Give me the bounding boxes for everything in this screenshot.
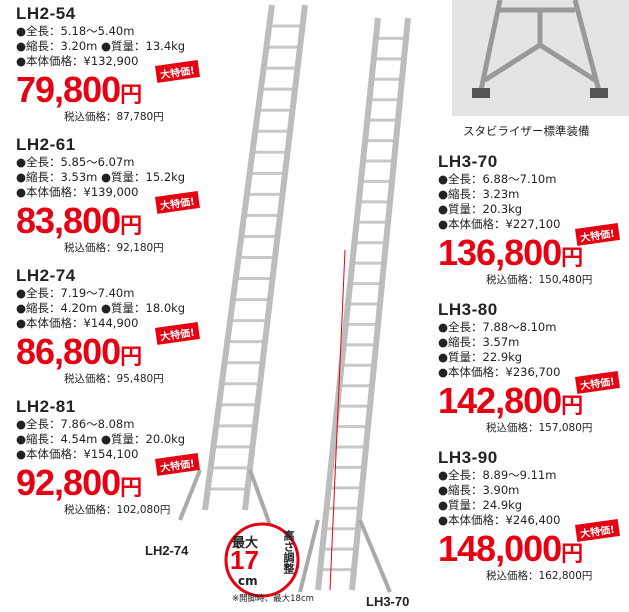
spec-line: ●本体価格：¥246,400 bbox=[438, 513, 592, 528]
model-name: LH2-81 bbox=[16, 397, 185, 417]
model-name: LH2-61 bbox=[16, 135, 185, 155]
ladder-part bbox=[250, 470, 270, 525]
tax-price: 税込価格：157,080円 bbox=[438, 420, 592, 435]
model-name: LH3-70 bbox=[438, 152, 592, 172]
product: LH3-90●全長：8.89～9.11m●縮長：3.90m●質量：24.9kg●… bbox=[438, 448, 592, 583]
spec-line: ●質量：20.3kg bbox=[438, 202, 592, 217]
currency: 円 bbox=[120, 214, 142, 239]
spec-line: ●縮長：3.23m bbox=[438, 187, 592, 202]
currency: 円 bbox=[561, 246, 583, 271]
price-row: 86,800円大特価! bbox=[16, 331, 185, 371]
sale-price: 86,800 bbox=[16, 331, 120, 372]
spec-line: ●縮長：4.20m ●質量：18.0kg bbox=[16, 301, 185, 316]
sale-price: 136,800 bbox=[438, 232, 561, 273]
tax-price: 税込価格：87,780円 bbox=[16, 109, 185, 124]
ladder-part bbox=[300, 520, 318, 592]
spec-line: ●全長：6.88～7.10m bbox=[438, 172, 592, 187]
currency: 円 bbox=[120, 83, 142, 108]
price-row: 83,800円大特価! bbox=[16, 200, 185, 240]
tax-price: 税込価格：102,080円 bbox=[16, 502, 185, 517]
price-row: 79,800円大特価! bbox=[16, 69, 185, 109]
model-name: LH3-90 bbox=[438, 448, 592, 468]
sale-price: 142,800 bbox=[438, 380, 561, 421]
spec-line: ●縮長：3.20m ●質量：13.4kg bbox=[16, 39, 185, 54]
spec-line: ●全長：7.86～8.08m bbox=[16, 417, 185, 432]
spec-line: ●縮長：3.53m ●質量：15.2kg bbox=[16, 170, 185, 185]
currency: 円 bbox=[120, 476, 142, 501]
product: LH2-74●全長：7.19～7.40m●縮長：4.20m ●質量：18.0kg… bbox=[16, 266, 185, 386]
tax-price: 税込価格：95,480円 bbox=[16, 371, 185, 386]
price-row: 92,800円大特価! bbox=[16, 462, 185, 502]
model-name: LH3-80 bbox=[438, 300, 592, 320]
ladder-label: LH3-70 bbox=[366, 594, 409, 609]
spec-line: ●全長：5.85～6.07m bbox=[16, 155, 185, 170]
photo-caption: スタビライザー標準装備 bbox=[463, 123, 590, 139]
tax-price: 税込価格：150,480円 bbox=[438, 272, 592, 287]
badge-note: ※開脚時、最大18cm bbox=[232, 592, 314, 604]
price-row: 136,800円大特価! bbox=[438, 232, 592, 272]
spec-line: ●縮長：3.90m bbox=[438, 483, 592, 498]
spec-line: ●全長：8.89～9.11m bbox=[438, 468, 592, 483]
spec-line: ●質量：22.9kg bbox=[438, 350, 592, 365]
product: LH2-54●全長：5.18～5.40m●縮長：3.20m ●質量：13.4kg… bbox=[16, 4, 185, 124]
sale-price: 83,800 bbox=[16, 200, 120, 241]
spec-line: ●本体価格：¥227,100 bbox=[438, 217, 592, 232]
currency: 円 bbox=[120, 345, 142, 370]
page: {"left_products":[ {"model":"LH2-54","sp… bbox=[0, 0, 629, 612]
badge-unit: cm bbox=[238, 574, 258, 588]
badge-number: 17 bbox=[230, 545, 259, 576]
product: LH2-61●全長：5.85～6.07m●縮長：3.53m ●質量：15.2kg… bbox=[16, 135, 185, 255]
spec-line: ●全長：7.19～7.40m bbox=[16, 286, 185, 301]
spec-line: ●本体価格：¥236,700 bbox=[438, 365, 592, 380]
model-name: LH2-74 bbox=[16, 266, 185, 286]
sale-price: 92,800 bbox=[16, 462, 120, 503]
tax-price: 税込価格：162,800円 bbox=[438, 568, 592, 583]
price-row: 148,000円大特価! bbox=[438, 528, 592, 568]
currency: 円 bbox=[561, 542, 583, 567]
spec-line: ●縮長：4.54m ●質量：20.0kg bbox=[16, 432, 185, 447]
currency: 円 bbox=[561, 394, 583, 419]
badge-text: 高さ調整 bbox=[280, 530, 296, 574]
ladder-part bbox=[360, 520, 390, 592]
spec-line: ●質量：24.9kg bbox=[438, 498, 592, 513]
ladder-label: LH2-74 bbox=[145, 543, 188, 558]
sale-price: 148,000 bbox=[438, 528, 561, 569]
sale-price: 79,800 bbox=[16, 69, 120, 110]
product: LH2-81●全長：7.86～8.08m●縮長：4.54m ●質量：20.0kg… bbox=[16, 397, 185, 517]
spec-line: ●全長：5.18～5.40m bbox=[16, 24, 185, 39]
spec-line: ●全長：7.88～8.10m bbox=[438, 320, 592, 335]
model-name: LH2-54 bbox=[16, 4, 185, 24]
price-row: 142,800円大特価! bbox=[438, 380, 592, 420]
product: LH3-70●全長：6.88～7.10m●縮長：3.23m●質量：20.3kg●… bbox=[438, 152, 592, 287]
product: LH3-80●全長：7.88～8.10m●縮長：3.57m●質量：22.9kg●… bbox=[438, 300, 592, 435]
ladder-part bbox=[330, 250, 345, 590]
tax-price: 税込価格：92,180円 bbox=[16, 240, 185, 255]
spec-line: ●縮長：3.57m bbox=[438, 335, 592, 350]
